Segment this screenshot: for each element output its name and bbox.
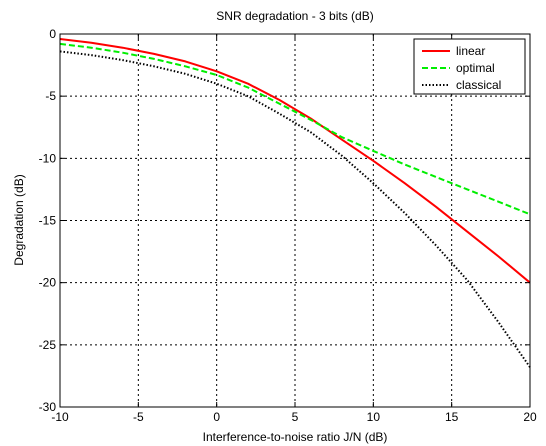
y-axis-label: Degradation (dB) [12,174,26,265]
y-tick-label: -20 [39,276,57,290]
y-tick-label: -25 [39,338,57,352]
y-tick-label: 0 [49,27,56,41]
x-axis-label: Interference-to-noise ratio J/N (dB) [203,430,388,444]
x-tick-label: -5 [133,410,144,424]
x-tick-label: 10 [367,410,381,424]
y-tick-label: -5 [45,89,56,103]
chart-title: SNR degradation - 3 bits (dB) [216,9,373,23]
legend: linear optimal classical [413,38,526,95]
x-tick-label: 0 [213,410,220,424]
y-axis-ticks: 0 -5 -10 -15 -20 -25 -30 [39,27,530,414]
y-tick-label: -30 [39,400,57,414]
y-tick-label: -10 [39,151,57,165]
legend-label-optimal: optimal [456,61,495,75]
plot-lines [59,38,531,368]
x-tick-label: 20 [523,410,537,424]
series-line-optimal [59,42,531,216]
x-tick-label: -10 [51,410,69,424]
legend-label-classical: classical [456,78,501,92]
series-line-linear [59,38,531,284]
legend-label-linear: linear [456,44,485,58]
x-tick-label: 15 [445,410,459,424]
y-tick-label: -15 [39,214,57,228]
series-line-classical [59,50,531,368]
x-axis-ticks: -10 -5 0 5 10 15 20 [51,34,537,424]
x-tick-label: 5 [292,410,299,424]
